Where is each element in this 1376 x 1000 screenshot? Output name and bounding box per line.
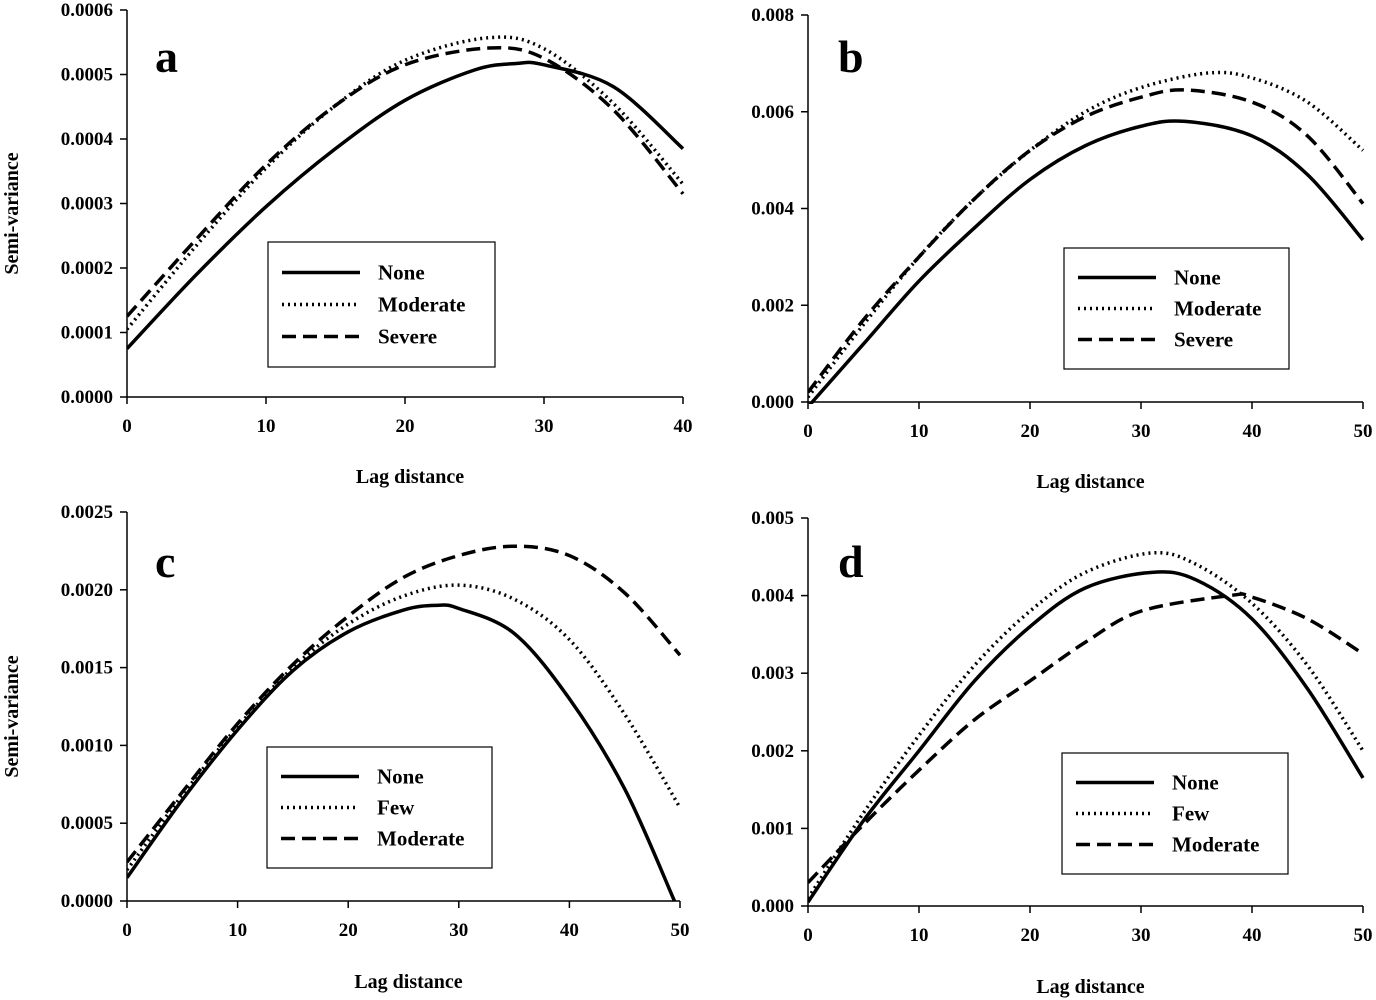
x-axis-title: Lag distance: [356, 466, 464, 488]
legend: None Moderate Severe: [267, 241, 496, 368]
y-axis-title: Semi-variance: [1, 655, 23, 777]
legend-label: Severe: [1174, 328, 1233, 352]
series-line-moderate: [808, 592, 1364, 884]
legend-label: None: [1172, 770, 1219, 794]
legend: None Few Moderate: [266, 746, 493, 869]
legend-label: Few: [377, 796, 415, 820]
x-tick-label: 30: [1132, 925, 1151, 946]
y-tick-label: 0.0000: [61, 387, 113, 408]
x-tick-label: 20: [1021, 421, 1040, 442]
y-tick-label: 0.004: [751, 586, 794, 607]
x-tick-label: 0: [122, 920, 132, 941]
legend-label: Few: [1172, 802, 1210, 826]
x-tick-label: 50: [1354, 925, 1373, 946]
y-tick-label: 0.0015: [61, 658, 113, 679]
x-tick-label: 10: [910, 925, 929, 946]
x-tick-label: 30: [1132, 421, 1151, 442]
x-tick-label: 50: [1354, 421, 1373, 442]
x-axis-title: Lag distance: [354, 971, 462, 993]
series-line-few: [808, 550, 1365, 900]
y-tick-label: 0.004: [751, 199, 794, 220]
legend-label: Moderate: [1172, 833, 1259, 857]
series-line-none: [127, 603, 677, 902]
x-tick-label: 20: [396, 416, 415, 437]
x-tick-label: 10: [257, 416, 276, 437]
legend-label: None: [377, 764, 424, 788]
y-tick-label: 0.005: [751, 508, 794, 529]
y-tick-label: 0.0005: [61, 65, 113, 86]
panel-d: 0.000 0.001 0.002 0.003 0.004 0.005 0 10 20 30 40 5…: [751, 508, 1372, 998]
legend-label: None: [378, 260, 425, 284]
legend-label: Moderate: [378, 293, 465, 317]
y-tick-label: 0.003: [751, 663, 794, 684]
legend-label: Severe: [378, 325, 437, 349]
legend-box: [1063, 247, 1290, 370]
y-tick-label: 0.000: [751, 896, 794, 917]
legend: None Few Moderate: [1061, 752, 1289, 875]
panel-letter: a: [155, 31, 178, 82]
legend-label: None: [1174, 265, 1221, 289]
legend-box: [266, 746, 493, 869]
y-tick-label: 0.0004: [61, 129, 114, 150]
series-line-moderate: [127, 544, 682, 864]
series-line-moderate: [127, 35, 685, 331]
series-group: [127, 35, 685, 350]
series-line-few: [127, 583, 682, 871]
y-tick-label: 0.0000: [61, 891, 113, 912]
legend-label: Moderate: [377, 827, 464, 851]
series-line-none: [808, 119, 1365, 404]
panel-c: 0.0000 0.0005 0.0010 0.0015 0.0020 0.0025 0 10 2…: [1, 502, 690, 993]
series-line-none: [808, 570, 1365, 904]
legend-label: Moderate: [1174, 297, 1261, 321]
panel-letter: d: [838, 536, 864, 587]
panel-letter: c: [155, 536, 175, 587]
series-group: [808, 550, 1365, 904]
x-tick-label: 50: [671, 920, 690, 941]
x-tick-label: 40: [1243, 421, 1262, 442]
x-tick-label: 0: [803, 421, 813, 442]
y-tick-label: 0.002: [751, 741, 794, 762]
y-tick-label: 0.008: [751, 5, 794, 26]
x-tick-label: 10: [910, 421, 929, 442]
y-tick-label: 0.0020: [61, 580, 113, 601]
panel-a: 0.0000 0.0001 0.0002 0.0003 0.0004 0.0005 0.00…: [1, 0, 693, 488]
y-tick-label: 0.006: [751, 102, 794, 123]
y-tick-label: 0.002: [751, 295, 794, 316]
y-tick-label: 0.0010: [61, 735, 113, 756]
x-tick-label: 40: [1243, 925, 1262, 946]
panel-b: 0.000 0.002 0.004 0.006 0.008 0 10 20 30 40 50 Lag …: [751, 5, 1372, 493]
x-tick-label: 40: [560, 920, 579, 941]
x-tick-label: 30: [535, 416, 554, 437]
x-tick-label: 0: [803, 925, 813, 946]
y-tick-label: 0.000: [751, 392, 794, 413]
y-axis-title: Semi-variance: [1, 152, 23, 274]
x-tick-label: 40: [674, 416, 693, 437]
series-group: [808, 70, 1365, 404]
y-tick-label: 0.0025: [61, 502, 113, 523]
y-tick-label: 0.0002: [61, 258, 113, 279]
series-line-severe: [808, 88, 1365, 394]
x-axis-title: Lag distance: [1036, 471, 1144, 493]
x-tick-label: 10: [228, 920, 247, 941]
y-tick-label: 0.0001: [61, 323, 113, 344]
x-tick-label: 20: [339, 920, 358, 941]
x-tick-label: 20: [1021, 925, 1040, 946]
legend-box: [267, 241, 496, 368]
legend-box: [1061, 752, 1289, 875]
legend: None Moderate Severe: [1063, 247, 1290, 370]
x-tick-label: 0: [122, 416, 132, 437]
x-tick-label: 30: [449, 920, 468, 941]
series-group: [127, 544, 682, 902]
y-tick-label: 0.0003: [61, 194, 113, 215]
panel-letter: b: [838, 31, 864, 82]
y-tick-label: 0.0006: [61, 0, 113, 21]
y-tick-label: 0.0005: [61, 813, 113, 834]
y-tick-label: 0.001: [751, 818, 794, 839]
x-axis-title: Lag distance: [1036, 976, 1144, 998]
